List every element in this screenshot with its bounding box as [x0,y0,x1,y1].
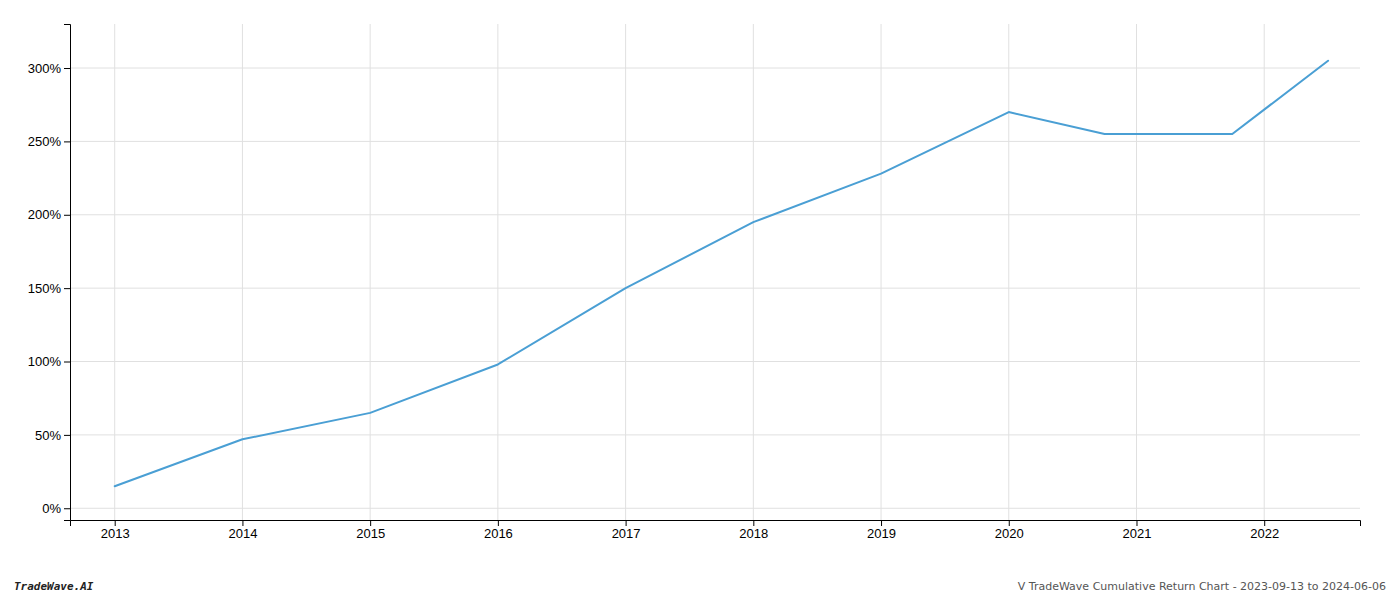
x-grid-line [497,24,498,520]
x-tick-mark [242,520,243,526]
x-tick: 2021 [1123,520,1152,541]
y-tick-label: 100% [28,354,62,369]
x-grid-line [753,24,754,520]
x-tick-label: 2015 [356,526,385,541]
y-tick-label: 150% [28,281,62,296]
x-grid-line [242,24,243,520]
y-grid-line [70,214,1360,215]
x-tick-label: 2016 [484,526,513,541]
x-tick-label: 2022 [1250,526,1279,541]
x-tick: 2019 [867,520,896,541]
x-axis: 2013 2014 2015 2016 2017 2018 2019 2020 2021 2022 [71,520,1361,541]
y-grid-line [70,288,1360,289]
y-tick-mark [64,288,70,289]
x-tick-mark [498,520,499,526]
x-tick-label: 2013 [101,526,130,541]
x-tick-mark [115,520,116,526]
grid [70,24,1360,520]
x-tick: 2017 [612,520,641,541]
x-tick-mark [370,520,371,526]
x-tick-mark [881,520,882,526]
y-tick-mark [64,435,70,436]
y-axis: 0% 50% 100% 150% 200% 250% 300% [28,25,71,521]
x-grid-line [114,24,115,520]
y-tick-mark [64,215,70,216]
x-tick-mark [1009,520,1010,526]
y-tick-mark [64,362,70,363]
x-tick: 2014 [228,520,257,541]
x-axis-line [71,521,1361,527]
y-tick: 100% [28,354,70,369]
x-tick-mark [626,520,627,526]
y-grid-line [70,141,1360,142]
x-grid-line [625,24,626,520]
x-tick-label: 2018 [739,526,768,541]
x-tick-label: 2014 [228,526,257,541]
y-tick-label: 50% [35,428,61,443]
x-tick-label: 2017 [612,526,641,541]
x-tick: 2013 [101,520,130,541]
y-tick: 150% [28,281,70,296]
y-tick: 300% [28,61,70,76]
marks [115,61,1328,487]
y-tick-label: 200% [28,207,62,222]
x-tick: 2022 [1250,520,1279,541]
x-grid-line [370,24,371,520]
x-grid-line [1136,24,1137,520]
y-tick-label: 0% [42,501,61,516]
y-tick: 200% [28,207,70,222]
x-tick: 2018 [739,520,768,541]
footer-text: V TradeWave Cumulative Return Chart - 20… [1018,580,1386,593]
y-tick-mark [64,508,70,509]
y-tick-label: 250% [28,134,62,149]
y-grid-line [70,68,1360,69]
x-tick: 2020 [995,520,1024,541]
footer-text: TradeWave.AI [14,580,94,593]
y-tick: 50% [35,428,70,443]
plot: 2013 2014 2015 2016 2017 2018 2019 2020 2021 2022… [28,24,1361,541]
y-tick: 250% [28,134,70,149]
y-grid-line [70,508,1360,509]
y-grid-line [70,361,1360,362]
x-tick-mark [1136,520,1137,526]
x-tick-label: 2021 [1123,526,1152,541]
y-tick-label: 300% [28,61,62,76]
x-tick-mark [1264,520,1265,526]
y-tick: 0% [42,501,70,516]
x-grid-line [1008,24,1009,520]
x-tick: 2016 [484,520,513,541]
x-grid-line [1264,24,1265,520]
line [115,61,1328,487]
chart: 2013 2014 2015 2016 2017 2018 2019 2020 2021 2022… [0,0,1400,600]
y-axis-line [64,25,71,521]
x-tick-mark [753,520,754,526]
x-tick-label: 2019 [867,526,896,541]
y-tick-mark [64,68,70,69]
y-tick-mark [64,141,70,142]
x-grid-line [881,24,882,520]
x-tick: 2015 [356,520,385,541]
x-tick-label: 2020 [995,526,1024,541]
